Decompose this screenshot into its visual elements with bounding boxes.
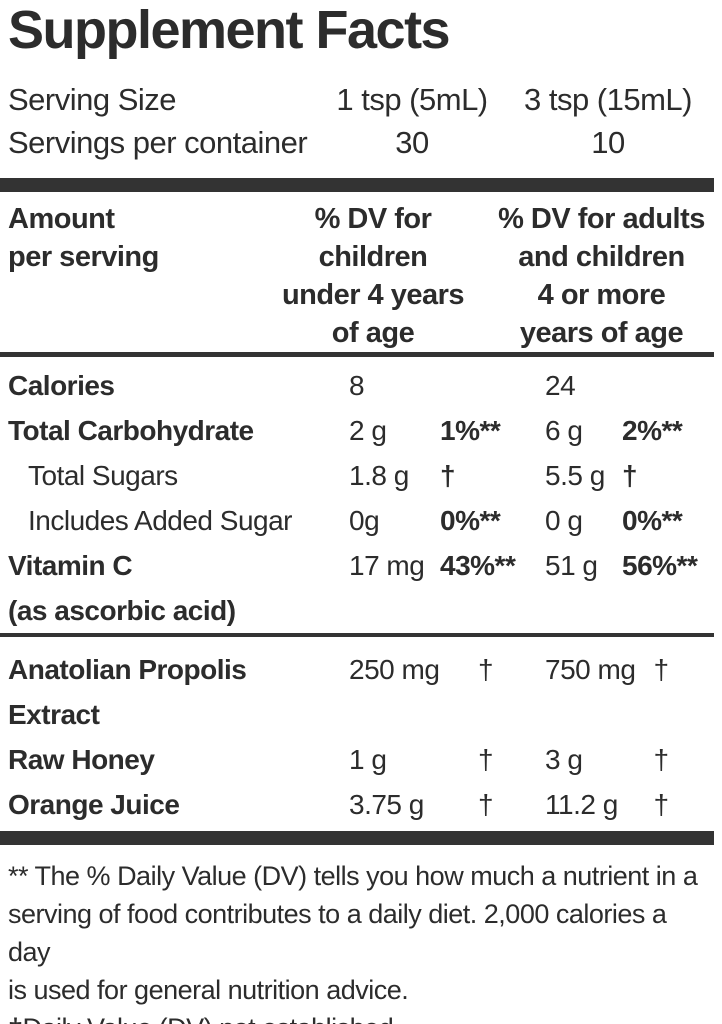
row-dv-children	[440, 363, 545, 408]
section-divider-thick-top	[0, 178, 714, 192]
row-amount-adults: 51 g	[545, 550, 598, 581]
row-name: Includes Added Sugar	[28, 505, 292, 536]
row-name: Raw Honey	[8, 744, 155, 775]
row-dv-children: †	[477, 789, 494, 820]
serving-section: Serving Size 1 tsp (5mL) 3 tsp (15mL) Se…	[0, 78, 714, 164]
row-name: Calories	[8, 370, 115, 401]
row-dv-children: 43%**	[440, 550, 516, 581]
row-amount-children: 17 mg	[349, 550, 425, 581]
row-name: Orange Juice	[8, 789, 180, 820]
amount-header-line1: Amount	[8, 203, 115, 235]
row-amount-adults: 24	[545, 370, 576, 401]
row-name: Anatolian Propolis	[8, 654, 247, 685]
dv-adults-header: % DV for adults and children 4 or more y…	[498, 203, 705, 349]
row-dv-adults: †	[622, 460, 638, 491]
footnotes: ** The % Daily Value (DV) tells you how …	[0, 857, 714, 1024]
section-divider-thick-bottom	[0, 831, 714, 845]
dv-footnote-line2: serving of food contributes to a daily d…	[8, 899, 667, 967]
row-amount-children: 8	[349, 370, 365, 401]
row-dv-adults: †	[653, 789, 669, 820]
row-dv-adults: 0%**	[622, 505, 683, 536]
serving-size-children: 1 tsp (5mL)	[336, 82, 488, 117]
row-amount-adults: 750 mg	[545, 654, 636, 685]
dv-footnote-line3: is used for general nutrition advice.	[8, 975, 409, 1005]
row-name: Total Carbohydrate	[8, 415, 254, 446]
row-dv-children: †	[477, 654, 494, 685]
row-dv-adults: †	[653, 654, 669, 685]
row-amount-children: 1.8 g	[349, 460, 409, 491]
table-header-row: Amount per serving % DV for children und…	[0, 200, 714, 352]
row-name: Vitamin C	[8, 550, 133, 581]
row-dv-adults	[622, 363, 714, 408]
table-row-orange-juice: Orange Juice 3.75 g † 11.2 g †	[0, 782, 714, 827]
row-amount-adults: 11.2 g	[545, 789, 618, 820]
row-amount-children: 2 g	[349, 415, 387, 446]
row-name-line2: (as ascorbic acid)	[8, 595, 236, 626]
servings-count-children: 30	[395, 125, 429, 160]
serving-size-adults: 3 tsp (15mL)	[523, 82, 693, 117]
row-dv-adults: 56%**	[622, 550, 698, 581]
serving-size-label: Serving Size	[8, 82, 177, 117]
servings-per-container-row: Servings per container 30 10	[0, 121, 714, 164]
nutrients-section: Calories 8 24 Total Carbohydrate 2 g 1%*…	[0, 363, 714, 633]
row-dv-children: 0%**	[440, 505, 501, 536]
amount-per-serving-header: Amount per serving	[0, 200, 257, 352]
row-dv-adults: 2%**	[622, 415, 683, 446]
row-amount-adults: 0 g	[545, 505, 583, 536]
row-dv-children: †	[440, 460, 456, 491]
table-row-added-sugar: Includes Added Sugar 0g 0%** 0 g 0%**	[0, 498, 714, 543]
table-row-total-sugars: Total Sugars 1.8 g † 5.5 g †	[0, 453, 714, 498]
amount-header-line2: per serving	[8, 241, 159, 273]
row-name: Total Sugars	[28, 460, 178, 491]
row-dv-children: 1%**	[440, 415, 501, 446]
row-dv-adults: †	[653, 744, 669, 775]
botanicals-section: Anatolian Propolis Extract 250 mg † 750 …	[0, 647, 714, 827]
row-amount-children: 0g	[349, 505, 380, 536]
table-row-vitamin-c: Vitamin C (as ascorbic acid) 17 mg 43%**…	[0, 543, 714, 633]
row-amount-children: 250 mg	[349, 654, 440, 685]
dagger-footnote: †Daily Value (DV) not established.	[8, 1009, 714, 1024]
panel-title: Supplement Facts	[8, 0, 451, 60]
ingredients-divider-rule	[0, 633, 714, 637]
row-amount-children: 1 g	[349, 744, 387, 775]
table-row-propolis-extract: Anatolian Propolis Extract 250 mg † 750 …	[0, 647, 714, 737]
row-amount-adults: 6 g	[545, 415, 583, 446]
servings-per-container-label: Servings per container	[8, 125, 308, 160]
header-divider-rule	[0, 352, 714, 357]
table-row-total-carbohydrate: Total Carbohydrate 2 g 1%** 6 g 2%**	[0, 408, 714, 453]
row-dv-children: †	[477, 744, 494, 775]
row-amount-adults: 3 g	[545, 744, 583, 775]
row-amount-children: 3.75 g	[349, 789, 424, 820]
row-name-line2: Extract	[8, 699, 100, 730]
dv-children-header: % DV for children under 4 years of age	[281, 203, 465, 349]
table-row-raw-honey: Raw Honey 1 g † 3 g †	[0, 737, 714, 782]
serving-size-row: Serving Size 1 tsp (5mL) 3 tsp (15mL)	[0, 78, 714, 121]
dv-footnote-line1: ** The % Daily Value (DV) tells you how …	[8, 861, 698, 891]
servings-count-adults: 10	[591, 125, 625, 160]
row-amount-adults: 5.5 g	[545, 460, 605, 491]
table-row-calories: Calories 8 24	[0, 363, 714, 408]
